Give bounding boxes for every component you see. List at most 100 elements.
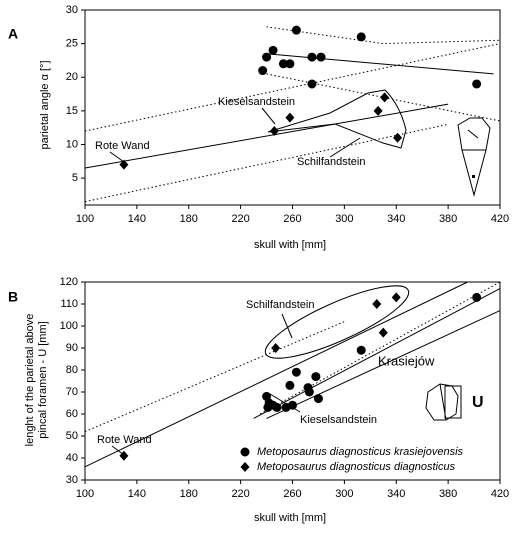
y-tick-label: 5 [72, 172, 78, 184]
group-outline [267, 89, 407, 149]
y-axis-label: pincal foramen - U [mm] [37, 321, 49, 438]
x-tick-label: 140 [128, 488, 146, 500]
skull-icon [457, 117, 491, 197]
y-tick-label: 50 [66, 430, 78, 442]
annotation: Kieselsandstein [300, 414, 377, 426]
fit-line [266, 53, 494, 75]
point [258, 66, 268, 76]
annotation: Schilfandstein [297, 156, 366, 168]
y-tick-label: 60 [66, 408, 78, 420]
annotation: Krasiejów [378, 353, 435, 368]
y-tick-label: 15 [66, 105, 78, 117]
point [278, 59, 288, 69]
u-box [444, 385, 462, 419]
x-tick-label: 380 [439, 213, 457, 225]
point [285, 112, 295, 123]
point [356, 345, 366, 355]
x-axis-label: skull with [mm] [254, 239, 326, 251]
point [316, 52, 326, 62]
point [263, 402, 273, 412]
fit-line [84, 281, 468, 468]
point [285, 380, 295, 390]
x-axis-label: skull with [mm] [254, 512, 326, 524]
x-tick-label: 260 [283, 488, 301, 500]
fit-line [84, 43, 501, 132]
point [307, 52, 317, 62]
x-tick-label: 100 [76, 213, 94, 225]
fit-line [266, 310, 501, 419]
point [285, 59, 295, 69]
y-tick-label: 100 [60, 320, 78, 332]
fit-line [84, 321, 345, 433]
x-tick-label: 180 [180, 488, 198, 500]
annotation: Rote Wand [97, 434, 152, 446]
y-tick-label: 110 [60, 298, 78, 310]
point [119, 159, 129, 170]
annotation: Kieselsandstein [218, 96, 295, 108]
y-tick-label: 10 [66, 138, 78, 150]
panel-label: B [8, 289, 18, 305]
x-tick-label: 420 [491, 213, 509, 225]
point [304, 387, 314, 397]
point [269, 126, 279, 137]
x-tick-label: 380 [439, 488, 457, 500]
point [311, 372, 321, 382]
leader [261, 107, 276, 125]
x-tick-label: 220 [231, 213, 249, 225]
legend-marker [240, 447, 250, 457]
point [391, 292, 401, 303]
point [291, 367, 301, 377]
annotation: Rote Wand [95, 140, 150, 152]
legend-marker [240, 462, 250, 472]
y-tick-label: 20 [66, 71, 78, 83]
point [291, 25, 301, 35]
point [472, 292, 482, 302]
point [380, 92, 390, 103]
fit-line [253, 288, 501, 419]
fit-line [84, 103, 449, 169]
y-tick-label: 30 [66, 4, 78, 16]
y-tick-label: 40 [66, 452, 78, 464]
leader [269, 393, 301, 413]
fit-line [259, 281, 501, 415]
panel-label: A [8, 26, 18, 42]
foramen [472, 175, 475, 178]
group-outline [264, 285, 410, 359]
point [378, 327, 388, 338]
x-tick-label: 140 [128, 213, 146, 225]
point [271, 343, 281, 353]
x-tick-label: 300 [335, 213, 353, 225]
point [313, 394, 323, 404]
point [393, 132, 403, 143]
y-tick-label: 30 [66, 474, 78, 486]
y-tick-label: 80 [66, 364, 78, 376]
point [288, 400, 297, 410]
point [372, 299, 382, 309]
point [268, 45, 278, 55]
annotation: U [472, 394, 484, 411]
point [307, 79, 317, 89]
point [356, 32, 366, 42]
leader [281, 313, 293, 339]
leader [109, 151, 125, 163]
x-tick-label: 340 [387, 488, 405, 500]
x-tick-label: 420 [491, 488, 509, 500]
point [373, 105, 383, 116]
leader [329, 137, 361, 158]
y-tick-label: 90 [66, 342, 78, 354]
x-tick-label: 340 [387, 213, 405, 225]
x-tick-label: 100 [76, 488, 94, 500]
point [119, 450, 129, 461]
annotation: Schilfandstein [246, 299, 315, 311]
point [272, 402, 282, 412]
x-tick-label: 220 [231, 488, 249, 500]
x-tick-label: 180 [180, 213, 198, 225]
legend-label: Metoposaurus diagnosticus krasiejovensis [257, 446, 464, 458]
y-tick-label: 120 [60, 276, 78, 288]
x-tick-label: 300 [335, 488, 353, 500]
point [262, 52, 272, 62]
legend-label: Metoposaurus diagnosticus diagnosticus [257, 461, 456, 473]
fit-line [84, 123, 449, 203]
y-axis-label: lenght of the parietal above [24, 314, 36, 447]
